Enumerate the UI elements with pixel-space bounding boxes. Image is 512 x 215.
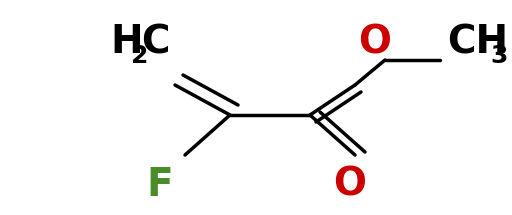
Text: O: O bbox=[358, 23, 392, 61]
Text: 3: 3 bbox=[490, 44, 507, 68]
Text: CH: CH bbox=[447, 23, 508, 61]
Text: 2: 2 bbox=[131, 44, 148, 68]
Text: C: C bbox=[141, 23, 169, 61]
Text: H: H bbox=[110, 23, 143, 61]
Text: O: O bbox=[333, 166, 367, 204]
Text: F: F bbox=[146, 166, 174, 204]
